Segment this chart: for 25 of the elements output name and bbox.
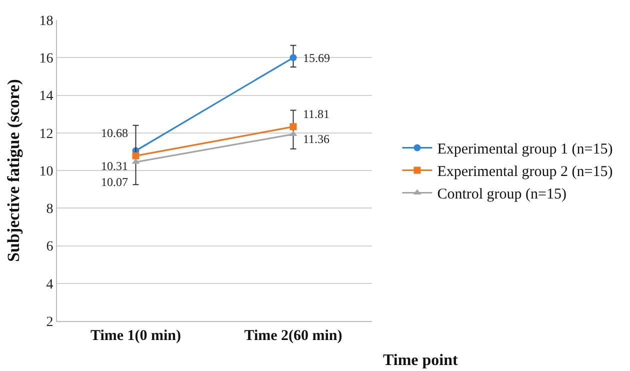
- y-tick-label: 2: [46, 314, 54, 330]
- point: [290, 54, 297, 62]
- y-tick-label: 16: [39, 52, 54, 67]
- y-tick-label: 18: [39, 14, 54, 29]
- x-tick-label: Time 2(60 min): [244, 328, 342, 344]
- y-tick-label: 14: [39, 89, 54, 104]
- point: [290, 123, 297, 130]
- annotation: 15.69: [303, 51, 330, 65]
- point: [132, 152, 140, 160]
- legend-label: Experimental group 2 (n=15): [437, 164, 613, 180]
- y-tick-label: 6: [46, 240, 54, 255]
- y-axis-title: Subjective fatigue (score): [4, 79, 23, 262]
- y-tick-label: 12: [39, 126, 54, 142]
- annotation: 10.07: [101, 175, 128, 189]
- annotation: 10.31: [101, 159, 128, 173]
- y-tick-label: 8: [46, 202, 54, 218]
- annotation: 10.68: [101, 126, 128, 140]
- annotation: 11.36: [303, 132, 330, 146]
- legend-label: Control group (n=15): [437, 186, 566, 203]
- x-axis-title: Time point: [383, 352, 458, 369]
- annotation: 11.81: [303, 107, 330, 121]
- x-tick-label: Time 1(0 min): [90, 328, 182, 344]
- legend-label: Experimental group 1 (n=15): [437, 142, 613, 158]
- y-tick-label: 10: [39, 164, 54, 180]
- y-tick-label: 4: [46, 277, 54, 292]
